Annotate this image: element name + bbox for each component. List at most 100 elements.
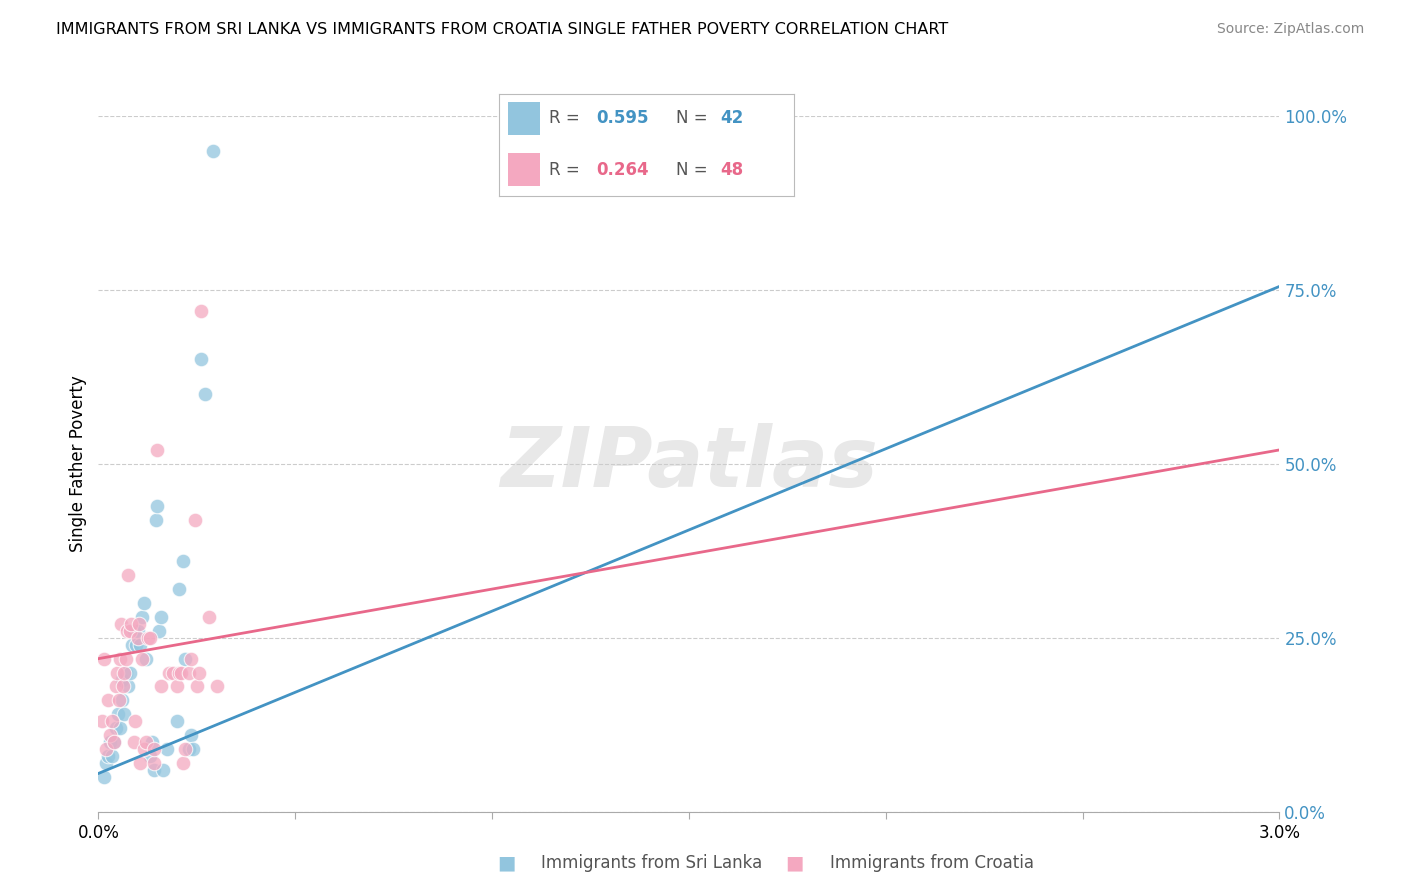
Point — [96, 742, 118, 756]
Point — [172, 756, 194, 770]
Point — [146, 442, 169, 457]
Point — [197, 610, 219, 624]
Point — [110, 616, 132, 631]
Point — [174, 651, 197, 665]
Text: Immigrants from Croatia: Immigrants from Croatia — [830, 855, 1033, 872]
Point — [128, 756, 150, 770]
Point — [112, 665, 135, 680]
Point — [138, 631, 160, 645]
Point — [125, 638, 148, 652]
Point — [201, 144, 224, 158]
Point — [118, 624, 141, 638]
Text: Source: ZipAtlas.com: Source: ZipAtlas.com — [1216, 22, 1364, 37]
Bar — [508, 102, 540, 135]
Point — [128, 616, 150, 631]
Point — [138, 749, 160, 764]
Text: 0.264: 0.264 — [596, 161, 650, 178]
Point — [115, 665, 138, 680]
Point — [128, 638, 150, 652]
Point — [117, 568, 139, 582]
Point — [108, 651, 131, 665]
Point — [190, 303, 212, 318]
Point — [142, 756, 165, 770]
Point — [180, 728, 202, 742]
Point — [131, 651, 153, 665]
Point — [170, 665, 193, 680]
Point — [162, 665, 184, 680]
Point — [105, 665, 128, 680]
Point — [135, 651, 157, 665]
Point — [124, 714, 146, 729]
Point — [156, 742, 179, 756]
Text: IMMIGRANTS FROM SRI LANKA VS IMMIGRANTS FROM CROATIA SINGLE FATHER POVERTY CORRE: IMMIGRANTS FROM SRI LANKA VS IMMIGRANTS … — [56, 22, 949, 37]
Point — [111, 680, 134, 694]
Point — [131, 610, 153, 624]
Point — [184, 512, 207, 526]
Point — [107, 707, 129, 722]
Point — [105, 680, 128, 694]
Point — [177, 742, 200, 756]
Point — [150, 680, 173, 694]
Point — [148, 624, 170, 638]
Point — [127, 631, 149, 645]
Point — [122, 624, 145, 638]
Y-axis label: Single Father Poverty: Single Father Poverty — [69, 376, 87, 552]
Point — [118, 665, 141, 680]
Point — [115, 651, 138, 665]
Text: 0.595: 0.595 — [596, 110, 650, 128]
Point — [136, 631, 159, 645]
Point — [111, 693, 134, 707]
Point — [98, 728, 121, 742]
Point — [177, 665, 200, 680]
Text: ■: ■ — [496, 854, 516, 872]
Point — [96, 756, 118, 770]
Point — [108, 721, 131, 735]
Bar — [508, 153, 540, 186]
Point — [186, 680, 208, 694]
Point — [121, 638, 143, 652]
Point — [97, 749, 120, 764]
Point — [166, 680, 188, 694]
Point — [166, 714, 188, 729]
Text: ■: ■ — [785, 854, 804, 872]
Point — [194, 387, 217, 401]
Text: R =: R = — [550, 110, 585, 128]
Point — [146, 499, 169, 513]
Point — [122, 735, 145, 749]
Text: R =: R = — [550, 161, 585, 178]
Point — [141, 735, 163, 749]
Point — [127, 624, 149, 638]
Point — [187, 665, 209, 680]
Point — [157, 665, 180, 680]
Point — [142, 763, 165, 777]
Point — [98, 735, 121, 749]
Point — [91, 714, 114, 729]
Point — [180, 651, 202, 665]
Point — [115, 624, 138, 638]
Point — [132, 742, 155, 756]
Point — [172, 554, 194, 568]
Point — [97, 693, 120, 707]
Point — [145, 512, 167, 526]
Point — [117, 680, 139, 694]
Point — [150, 610, 173, 624]
Point — [103, 735, 125, 749]
Text: 48: 48 — [720, 161, 744, 178]
Point — [167, 582, 190, 596]
Point — [101, 714, 124, 729]
Point — [167, 665, 190, 680]
Point — [205, 680, 228, 694]
Point — [181, 742, 204, 756]
Text: 42: 42 — [720, 110, 744, 128]
Point — [103, 735, 125, 749]
Point — [105, 721, 128, 735]
Point — [132, 596, 155, 610]
Text: ZIPatlas: ZIPatlas — [501, 424, 877, 504]
Point — [101, 749, 124, 764]
Point — [108, 693, 131, 707]
Point — [93, 651, 115, 665]
Point — [152, 763, 174, 777]
Text: N =: N = — [676, 110, 713, 128]
Point — [143, 742, 166, 756]
Point — [135, 735, 157, 749]
